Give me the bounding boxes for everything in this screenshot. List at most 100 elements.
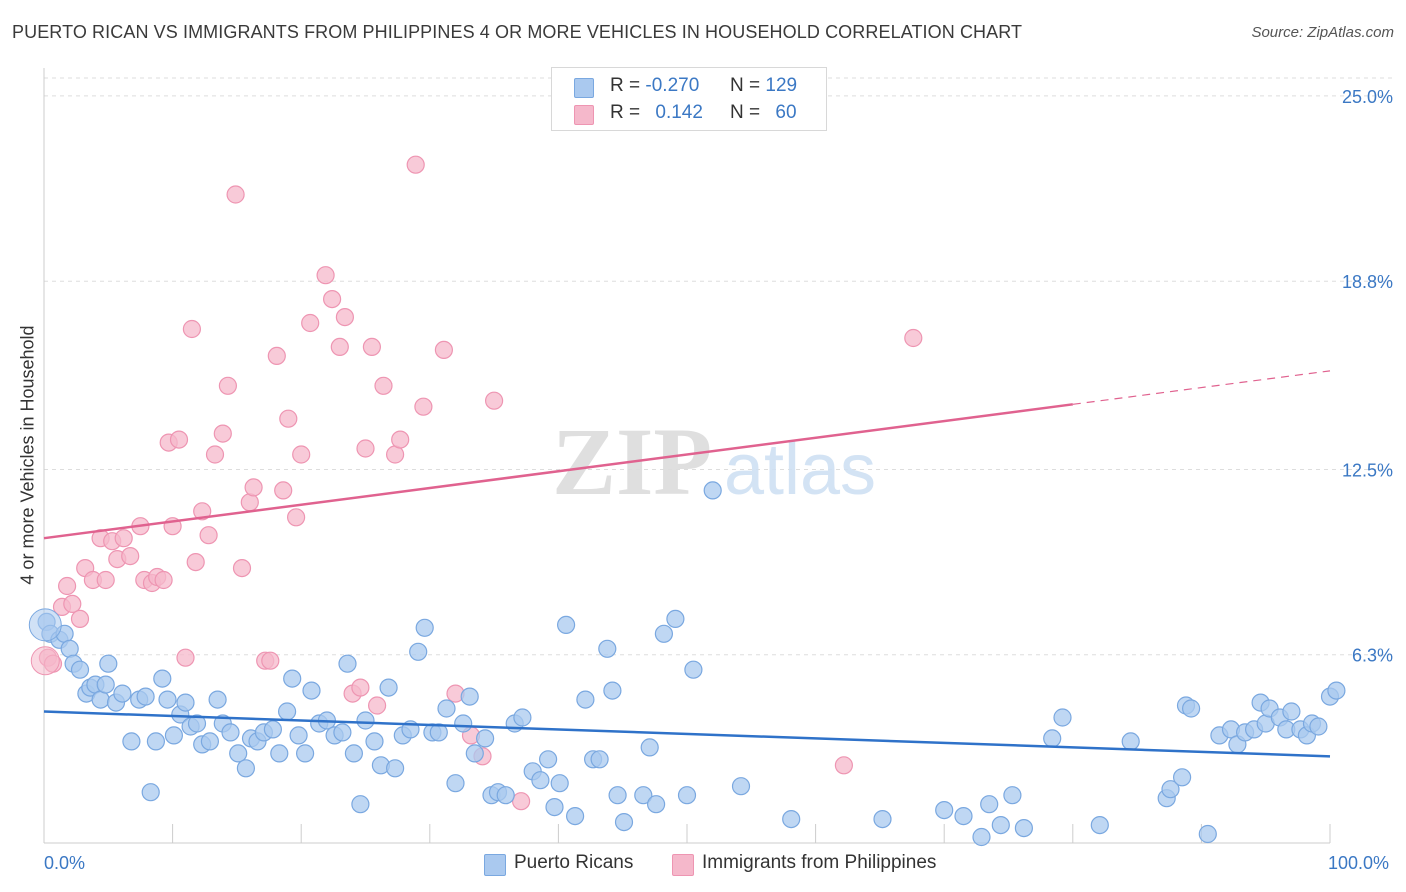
y-tick-label: 25.0% [1342,87,1393,107]
puerto-rican-point [614,812,634,832]
philippines-point [226,185,245,204]
puerto-rican-point [200,732,219,751]
puerto-rican-point [113,684,132,703]
puerto-rican-point [99,654,118,673]
stats-legend: R = -0.270 N = 129 R = 0.142 N = 60 [551,67,827,131]
philippines-point [414,397,433,416]
philippines-point [57,576,77,596]
puerto-rican-point [60,639,79,658]
legend-n-value: 60 [775,102,797,123]
philippines-point [301,313,320,333]
legend-swatch-pink [574,105,594,125]
puerto-rican-point [208,690,227,709]
puerto-rican-point [640,738,659,757]
legend-r-label: R = [610,102,641,123]
philippines-point [232,558,252,578]
puerto-rican-point [296,744,315,763]
puerto-rican-point [429,723,448,742]
puerto-rican-point [1090,815,1109,835]
legend-n-label: N = [730,75,761,96]
y-axis-label: 4 or more Vehicles in Household [17,325,38,585]
trend-line-philippines [43,403,1073,540]
puerto-rican-point [1121,732,1140,751]
puerto-rican-point [782,809,801,829]
puerto-rican-point [141,783,160,802]
puerto-rican-point [531,771,550,790]
puerto-rican-point [270,744,289,763]
philippines-point [292,445,311,464]
puerto-rican-point [263,720,282,739]
puerto-rican-point [1172,768,1192,787]
philippines-point [406,155,425,174]
puerto-rican-point [454,714,473,733]
puerto-rican-point [1003,786,1022,805]
legend-r-label: R = [610,75,641,96]
puerto-rican-point [666,609,685,629]
trend-line-extension [1072,370,1331,405]
philippines-point-cluster [30,646,60,676]
philippines-point [279,409,298,428]
trend-line-puerto-ricans [43,710,1331,758]
philippines-point [218,376,237,395]
philippines-point [114,529,133,548]
puerto-rican-point [1309,717,1328,736]
puerto-rican-point [333,723,352,742]
puerto-rican-point [980,795,999,814]
philippines-point [485,391,504,410]
puerto-rican-point [731,777,751,796]
puerto-rican-point [545,797,564,817]
puerto-rican-point [935,800,954,820]
philippines-point [323,290,342,309]
puerto-rican-point [991,815,1010,835]
watermark: ZIP atlas [552,408,876,515]
legend-r-value: -0.270 [645,75,700,96]
philippines-point [213,424,232,443]
philippines-point [316,266,335,285]
philippines-point [374,376,393,395]
puerto-rican-point [146,732,165,751]
y-tick-labels: 6.3% 12.5% 18.8% 25.0% [1342,87,1393,666]
puerto-rican-point [283,669,302,688]
puerto-rican-point [187,714,207,733]
puerto-rican-point [1282,702,1301,721]
puerto-rican-point [365,732,384,751]
puerto-rican-point [565,806,585,826]
philippines-point [121,546,140,566]
philippines-point [176,648,195,667]
philippines-point [240,493,259,512]
puerto-rican-point [598,639,617,658]
philippines-point [186,552,205,572]
chart-title: PUERTO RICAN VS IMMIGRANTS FROM PHILIPPI… [12,22,1023,42]
puerto-rican-point [289,726,308,745]
source-label: Source: ZipAtlas.com [1251,24,1394,41]
philippines-point [330,337,349,356]
puerto-rican-point [302,681,321,700]
puerto-rican-point [1181,699,1201,718]
x-tick-label-min: 0.0% [44,853,86,873]
puerto-rican-point [703,481,722,500]
puerto-rican-point [136,687,155,706]
philippines-point [274,481,293,500]
philippines-point [368,696,387,715]
philippines-point [904,328,923,348]
philippines-point [267,346,286,365]
puerto-rican-point [634,786,653,805]
legend-label: Immigrants from Philippines [702,852,937,873]
philippines-point [335,308,354,327]
philippines-point [193,502,212,521]
philippines-point [261,651,280,670]
data-points [28,155,1346,847]
philippines-point [169,430,189,449]
philippines-point [199,526,218,545]
puerto-rican-point [158,690,177,709]
puerto-rican-point [550,774,569,793]
puerto-rican-point [386,759,405,778]
puerto-rican-point [684,660,703,679]
puerto-rican-point [654,624,674,643]
puerto-rican-point [1014,818,1034,838]
legend-r-value: 0.142 [655,102,703,123]
philippines-point [434,340,453,359]
y-tick-label: 12.5% [1342,460,1393,480]
philippines-point [205,445,225,464]
